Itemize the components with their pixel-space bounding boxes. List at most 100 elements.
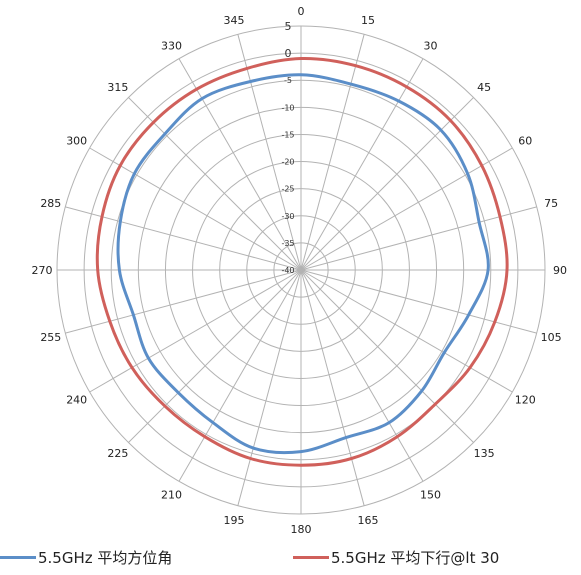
angle-tick-label: 210 (161, 488, 182, 501)
angle-tick-label: 315 (107, 81, 128, 94)
grid-spoke (300, 269, 474, 443)
angle-tick-label: 285 (40, 197, 61, 210)
grid-spoke (300, 147, 513, 271)
grid-spoke (89, 147, 302, 271)
series-lines (95, 56, 509, 467)
angle-tick-label: 105 (541, 331, 562, 344)
angle-tick-label: 135 (474, 447, 495, 460)
radial-tick-label: 5 (285, 20, 292, 33)
angle-tick-label: 330 (161, 40, 182, 53)
data-point-series-1 (420, 389, 423, 392)
data-point-series-2 (480, 164, 483, 167)
axis-labels: 0 15 30 45 60 75 90 105 120 135 150 165 180 195 210 225… (32, 5, 568, 536)
data-point-series-1 (211, 421, 215, 424)
angle-tick-label: 75 (544, 197, 558, 210)
angle-tick-label: 240 (66, 394, 87, 407)
legend-item-series-2: 5.5GHz 平均下行@lt 30 (293, 547, 499, 568)
grid-spoke (89, 269, 302, 393)
radial-tick-label: -5 (284, 76, 292, 85)
data-point-series-2 (96, 268, 99, 272)
data-point-series-1 (466, 172, 469, 175)
radial-tick-label: -10 (281, 103, 294, 112)
polar-grid (56, 25, 546, 515)
polar-chart: 0 15 30 45 60 75 90 105 120 135 150 165 180 195 210 225… (32, 5, 568, 536)
radial-tick-label: -30 (281, 212, 294, 221)
grid-spoke (65, 206, 302, 271)
data-point-series-2 (195, 88, 198, 91)
radial-tick-label: 0 (285, 47, 292, 60)
data-point-series-2 (100, 215, 104, 218)
data-point-series-2 (245, 67, 249, 70)
radial-tick-label: -40 (281, 266, 294, 275)
data-point-series-1 (200, 97, 204, 100)
angle-tick-label: 15 (361, 14, 375, 27)
data-point-series-2 (203, 435, 206, 438)
grid-spoke (237, 34, 302, 271)
legend-label-series-1: 5.5GHz 平均方位角 (38, 549, 173, 567)
grid-spoke (300, 97, 474, 271)
angle-tick-label: 120 (515, 394, 536, 407)
grid-spoke (128, 97, 302, 271)
radial-tick-label: -25 (281, 185, 294, 194)
grid-spoke (300, 34, 365, 271)
angle-tick-label: 270 (32, 264, 53, 277)
grid-spoke (300, 269, 424, 482)
data-point-series-1 (349, 82, 352, 86)
data-point-series-2 (249, 457, 252, 460)
angle-tick-label: 60 (518, 135, 532, 148)
data-point-series-1 (439, 128, 443, 132)
angle-tick-label: 165 (358, 514, 379, 527)
data-point-series-1 (467, 313, 470, 317)
data-point-series-1 (397, 99, 400, 103)
grid-spoke (300, 58, 424, 271)
angle-tick-label: 225 (107, 447, 128, 460)
data-point-series-1 (177, 391, 180, 394)
data-point-series-1 (119, 220, 122, 223)
data-point-series-2 (493, 320, 496, 324)
grid-spoke (300, 206, 537, 271)
grid-spoke (237, 269, 302, 506)
data-point-series-1 (477, 221, 481, 224)
data-point-series-2 (449, 119, 452, 122)
data-point-series-2 (498, 215, 502, 218)
grid-spoke (128, 269, 302, 443)
radial-tick-label: -15 (281, 130, 294, 139)
data-point-series-1 (252, 446, 255, 450)
data-point-series-1 (133, 172, 136, 175)
angle-tick-label: 150 (420, 488, 441, 501)
data-point-series-1 (387, 421, 391, 424)
data-point-series-2 (405, 85, 408, 89)
angle-tick-label: 0 (298, 5, 305, 18)
series-line-2 (95, 56, 509, 467)
angle-tick-label: 300 (66, 135, 87, 148)
data-point-series-2 (108, 320, 112, 323)
angle-tick-label: 90 (553, 264, 567, 277)
grid-spoke (300, 269, 537, 334)
data-point-series-1 (486, 268, 490, 272)
grid-spoke (300, 269, 365, 506)
data-point-series-1 (249, 80, 252, 83)
data-point-series-1 (299, 73, 303, 77)
grid-spoke (300, 269, 513, 393)
legend: 5.5GHz 平均方位角 5.5GHz 平均下行@lt 30 (0, 547, 581, 571)
radial-tick-label: -20 (281, 158, 294, 167)
legend-swatch-series-2 (293, 556, 329, 559)
data-point-series-1 (118, 268, 121, 272)
data-point-series-2 (152, 121, 155, 124)
grid-spoke (178, 58, 302, 271)
data-point-series-1 (344, 436, 348, 439)
angle-tick-label: 30 (424, 40, 438, 53)
grid-spoke (65, 269, 302, 334)
data-point-series-1 (299, 450, 303, 453)
legend-swatch-series-1 (0, 556, 36, 559)
data-point-series-2 (130, 366, 134, 369)
legend-item-series-1: 5.5GHz 平均方位角 (0, 547, 172, 568)
angle-tick-label: 255 (40, 331, 61, 344)
angle-tick-label: 195 (223, 514, 244, 527)
angle-tick-label: 345 (223, 14, 244, 27)
data-point-series-2 (163, 404, 167, 408)
data-point-series-2 (119, 164, 122, 167)
radial-tick-label: -35 (281, 239, 294, 248)
data-point-series-2 (434, 403, 437, 406)
data-point-series-2 (396, 435, 399, 438)
